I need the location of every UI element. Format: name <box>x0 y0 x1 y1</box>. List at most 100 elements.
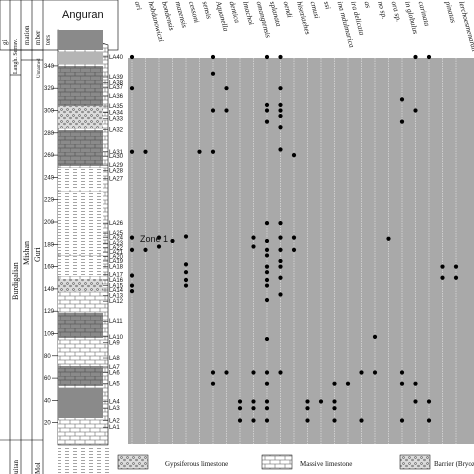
meter-tick-label: 260 <box>44 153 55 159</box>
meter-tick-label: 100 <box>44 332 55 338</box>
meter-tick-label: 160 <box>44 265 55 271</box>
meter-tick-label: 60 <box>44 376 51 382</box>
occurrence-dot <box>264 102 270 108</box>
sample-label: LA39 <box>109 75 124 81</box>
species-name: ssi <box>322 0 333 10</box>
meter-tick-label: 300 <box>44 109 55 115</box>
sample-label: LA32 <box>109 127 124 133</box>
sample-label: LA29 <box>109 163 124 169</box>
occurrence-dot <box>264 399 270 404</box>
sample-label: LA1 <box>109 425 120 431</box>
occurrence-dot <box>426 418 432 423</box>
occurrence-dot <box>291 153 297 158</box>
occurrence-dot <box>264 221 270 226</box>
occurrence-dot <box>251 370 256 375</box>
species-name: ora sp. <box>390 0 404 23</box>
occurrence-dot <box>399 119 405 124</box>
meter-tick-label: 140 <box>44 287 55 293</box>
occurrence-dot <box>386 236 391 241</box>
occurrence-dot <box>210 71 216 76</box>
occurrence-dot <box>264 370 270 375</box>
occurrence-dot <box>291 247 297 252</box>
occurrence-dot <box>237 406 243 411</box>
occurrence-dot <box>278 108 283 113</box>
occurrence-dot <box>210 381 216 386</box>
meter-tick-label: 180 <box>44 242 55 248</box>
meter-tick-label: 320 <box>44 86 55 92</box>
occurrence-dot <box>129 149 135 154</box>
occurrence-dot <box>278 370 283 375</box>
occurrence-dot <box>251 399 256 404</box>
occurrence-dot <box>278 86 283 91</box>
occurrence-dot <box>264 119 270 124</box>
occurrence-dot <box>264 108 270 113</box>
occurrence-dot <box>264 406 270 411</box>
occurrence-dot <box>183 283 189 288</box>
header-epoch: gi <box>1 40 9 46</box>
occurrence-dot <box>278 235 283 240</box>
meter-tick-label: 340 <box>44 64 55 70</box>
occurrence-dot <box>278 292 283 297</box>
occurrence-dot <box>129 247 135 252</box>
occurrence-dot <box>345 381 351 386</box>
sample-label: LA10 <box>109 335 124 341</box>
legend-swatch-massive <box>261 454 293 470</box>
occurrence-dot <box>264 283 270 288</box>
meter-axis: 20 40 60 80 100 120 140 160 180 200 220 240 260 280 30… <box>44 64 58 427</box>
occurrence-dot <box>251 406 256 411</box>
sample-label: LA15 <box>109 284 124 290</box>
sample-label: LA8 <box>109 356 120 362</box>
occurrence-dot <box>278 247 283 252</box>
occurrence-dot <box>129 86 135 91</box>
occurrence-dot <box>210 370 216 375</box>
species-name: as <box>363 0 373 9</box>
occurrence-dot <box>264 381 270 386</box>
sample-label: LA17 <box>109 272 124 278</box>
occurrence-dot <box>224 86 229 91</box>
sample-label: LA19 <box>109 259 124 265</box>
header-meters: ters <box>44 35 52 45</box>
species-name: pinatas <box>443 0 458 24</box>
species-name: ari <box>133 0 144 11</box>
sample-label: LA6 <box>109 371 120 377</box>
sample-label: LA24 <box>109 236 124 242</box>
species-name: lerchoesmenardii <box>457 0 474 52</box>
sample-label: LA21 <box>109 250 124 256</box>
occurrence-dot <box>278 113 283 119</box>
sample-label: LA33 <box>109 116 124 122</box>
species-name: cessoni <box>187 0 201 24</box>
occurrence-dot <box>413 54 418 60</box>
occurrence-dot <box>264 247 270 252</box>
sample-label: LA35 <box>109 104 124 110</box>
occurrence-dots <box>129 54 459 423</box>
occurrence-dot <box>278 258 283 264</box>
species-name: dentica <box>228 0 242 24</box>
sample-label: LA22 <box>109 246 124 252</box>
member-unnamed: Unnamed <box>37 58 42 78</box>
sample-label: LA16 <box>109 278 124 284</box>
formation-mishan: Mishan <box>22 241 31 265</box>
meter-tick-label: 280 <box>44 131 55 137</box>
occurrence-dot <box>453 264 459 269</box>
species-name: lmachoi <box>241 0 256 26</box>
occurrence-dot <box>237 418 243 423</box>
species-name: oendi <box>282 0 295 18</box>
occurrence-dot <box>305 399 310 404</box>
occurrence-dot <box>278 125 283 130</box>
occurrence-dot <box>143 149 148 154</box>
occurrence-dot <box>440 264 445 269</box>
occurrence-dot <box>453 275 459 280</box>
occurrence-dot <box>129 273 135 278</box>
header-member: mber <box>34 30 42 45</box>
occurrence-dot <box>305 418 310 423</box>
occurrence-dot <box>413 108 418 113</box>
occurrence-dot <box>251 235 256 240</box>
sample-label: LA23 <box>109 241 124 247</box>
species-name: no sp. <box>376 0 389 20</box>
sample-label: LA5 <box>109 382 120 388</box>
occurrence-dot <box>278 275 283 280</box>
sample-label: LA4 <box>109 400 120 406</box>
occurrence-dot <box>278 221 283 226</box>
occurrence-dot <box>156 244 162 249</box>
